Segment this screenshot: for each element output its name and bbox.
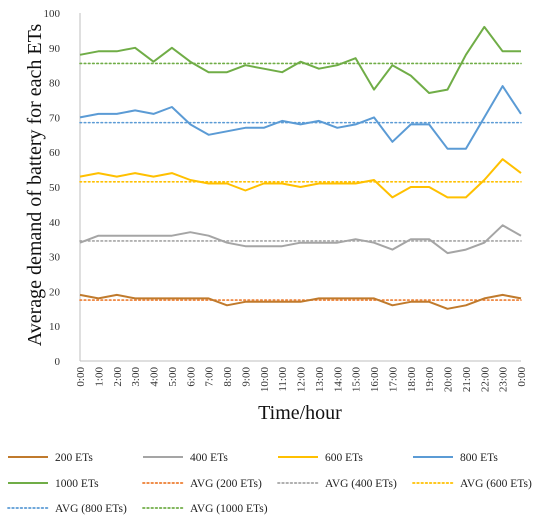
x-tick-label: 12:00 [296, 367, 308, 393]
x-tick-label: 20:00 [443, 367, 455, 393]
series-line-2 [79, 158, 522, 199]
series-lines [79, 25, 522, 310]
y-tick-labels: 0 10 20 30 40 50 60 70 80 90 100 [44, 8, 61, 368]
legend-item: AVG (600 ETs) [412, 478, 532, 490]
y-tick-label: 0 [55, 356, 61, 368]
legend-label: 800 ETs [460, 452, 498, 464]
series-line-4 [79, 25, 521, 94]
x-tick-label: 19:00 [424, 367, 436, 393]
y-tick-label: 50 [49, 182, 61, 194]
series-line-3 [79, 85, 522, 150]
y-tick-label: 60 [49, 147, 61, 159]
x-tick-label: 16:00 [369, 367, 381, 393]
legend-label: 400 ETs [190, 452, 228, 464]
legend-item: 1000 ETs [8, 478, 99, 490]
legend-item: 800 ETs [413, 452, 498, 464]
y-axis-title: Average demand of battery for each ETs [24, 24, 46, 347]
x-tick-label: 0:00 [516, 367, 528, 387]
legend-label: AVG (200 ETs) [190, 478, 262, 490]
y-tick-label: 30 [49, 252, 61, 264]
x-tick-label: 11:00 [277, 367, 289, 392]
x-tick-label: 15:00 [351, 367, 363, 393]
y-tick-label: 80 [49, 78, 61, 90]
x-tick-label: 9:00 [240, 367, 252, 387]
x-tick-label: 21:00 [461, 367, 473, 393]
series-line-1 [79, 224, 522, 255]
legend: 200 ETs 400 ETs 600 ETs 800 ETs 1000 ETs AVG … [7, 452, 532, 515]
legend-item: 400 ETs [143, 452, 228, 464]
x-tick-label: 22:00 [479, 367, 491, 393]
x-tick-label: 10:00 [259, 367, 271, 393]
legend-label: AVG (1000 ETs) [190, 503, 268, 515]
y-tick-label: 90 [49, 43, 61, 55]
x-tick-label: 17:00 [387, 367, 399, 393]
y-tick-label: 70 [49, 112, 61, 124]
x-tick-label: 3:00 [130, 367, 142, 387]
legend-item: 200 ETs [8, 452, 93, 464]
x-tick-label: 5:00 [167, 367, 179, 387]
legend-label: AVG (400 ETs) [325, 478, 397, 490]
x-tick-label: 14:00 [332, 367, 344, 393]
legend-label: 200 ETs [55, 452, 93, 464]
x-tick-label: 1:00 [93, 367, 105, 387]
series-line-0 [79, 293, 522, 310]
legend-item: AVG (800 ETs) [7, 503, 127, 515]
x-axis-title: Time/hour [258, 402, 342, 424]
legend-label: AVG (800 ETs) [55, 503, 127, 515]
x-tick-label: 4:00 [149, 367, 161, 387]
x-tick-label: 7:00 [204, 367, 216, 387]
x-tick-label: 18:00 [406, 367, 418, 393]
legend-label: 600 ETs [325, 452, 363, 464]
x-tick-label: 0:00 [75, 367, 87, 387]
y-tick-label: 10 [49, 321, 61, 333]
legend-label: AVG (600 ETs) [460, 478, 532, 490]
y-tick-label: 100 [44, 8, 61, 20]
legend-label: 1000 ETs [55, 478, 99, 490]
x-tick-label: 8:00 [222, 367, 234, 387]
x-tick-labels: 0:00 1:00 2:00 3:00 4:00 5:00 6:00 7:00 8:00 9:00… [75, 367, 528, 393]
legend-item: AVG (400 ETs) [277, 478, 397, 490]
y-tick-label: 40 [49, 217, 61, 229]
x-tick-label: 2:00 [112, 367, 124, 387]
plot-area: 0 10 20 30 40 50 60 70 80 90 100 0:00 1:00 2:00 3:00 4… [44, 8, 529, 392]
x-tick-label: 6:00 [185, 367, 197, 387]
legend-item: AVG (1000 ETs) [142, 503, 268, 515]
y-tick-label: 20 [49, 286, 61, 298]
legend-item: AVG (200 ETs) [142, 478, 262, 490]
legend-item: 600 ETs [278, 452, 363, 464]
x-tick-label: 13:00 [314, 367, 326, 393]
average-lines [79, 62, 522, 301]
x-tick-label: 23:00 [498, 367, 510, 393]
